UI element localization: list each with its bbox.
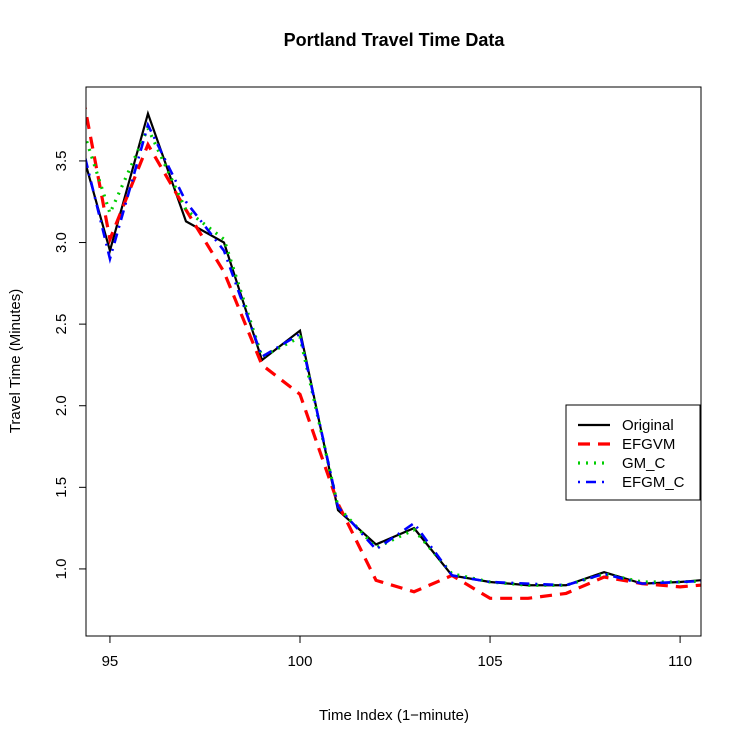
series-line [86,121,701,587]
x-tick-label: 95 [102,653,119,670]
legend-box [565,404,701,501]
y-tick-label: 1.0 [53,558,70,579]
legend-label: Original [622,417,674,434]
y-tick-label: 2.5 [53,314,70,335]
x-tick-label: 110 [668,653,692,670]
plot-frame [85,86,702,637]
plot-lines [86,104,701,600]
x-axis-label: Time Index (1−minute) [319,707,469,724]
y-tick-label: 3.0 [53,232,70,253]
legend-label: EFGM_C [622,474,685,491]
legend-label: GM_C [622,455,666,472]
x-tick-label: 100 [287,653,312,670]
y-tick-label: 1.5 [53,477,70,498]
chart-title: Portland Travel Time Data [284,30,506,50]
series-line [86,109,701,587]
y-tick-label: 2.0 [53,395,70,416]
y-axis-label: Travel Time (Minutes) [7,289,24,433]
x-tick-label: 105 [478,653,503,670]
legend-label: EFGVM [622,436,675,453]
series-line [86,104,701,600]
y-tick-label: 3.5 [53,150,70,171]
